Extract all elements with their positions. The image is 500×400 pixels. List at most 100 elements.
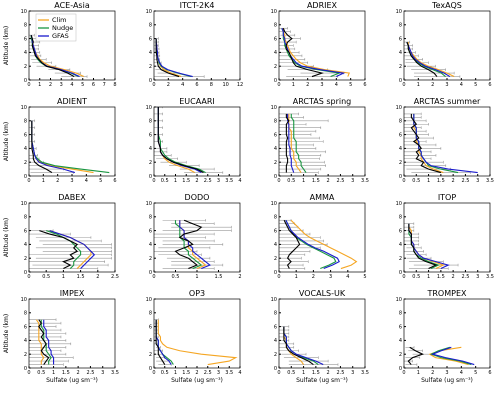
- series-lines: [283, 326, 324, 366]
- x-tick-label: 4: [335, 82, 338, 88]
- x-tick-label: 2: [431, 370, 434, 376]
- series-line-obs: [282, 28, 324, 78]
- x-tick-label: 3: [351, 178, 354, 184]
- y-tick-label: 0: [149, 174, 152, 180]
- series-line-obs: [30, 34, 75, 78]
- y-tick-label: 6: [149, 228, 152, 234]
- x-tick-label: 1: [295, 274, 298, 280]
- y-tick-label: 4: [149, 146, 152, 152]
- x-tick-label: 4: [181, 82, 184, 88]
- panel-amma: AMMA 0 1 2 3 4 5 0 2 4 6 8 10: [271, 193, 367, 280]
- x-tick-label: 2.5: [461, 274, 469, 280]
- x-tick-label: 3: [476, 178, 479, 184]
- panel-title: AMMA: [310, 193, 335, 202]
- y-tick-label: 2: [274, 64, 277, 70]
- series-line-clim: [31, 120, 94, 174]
- x-tick-label: 0.5: [172, 274, 180, 280]
- y-tick-label: 6: [24, 228, 27, 234]
- legend-item-gfas: GFAS: [38, 32, 69, 40]
- x-tick-label: 1.5: [182, 178, 190, 184]
- x-axis-label: Sulfate (ug sm⁻³): [421, 377, 473, 384]
- x-tick-label: 2: [238, 274, 241, 280]
- x-tick-label: 1: [195, 274, 198, 280]
- panel-title: IMPEX: [60, 289, 85, 298]
- y-tick-label: 4: [274, 338, 277, 344]
- x-tick-label: 3: [217, 178, 220, 184]
- series-line-obs: [39, 230, 79, 270]
- y-tick-label: 0: [149, 366, 152, 372]
- panel-title: ACE-Asia: [54, 1, 90, 10]
- series-lines: [283, 219, 358, 270]
- x-tick-label: 1: [62, 274, 65, 280]
- series-line-gfas: [406, 41, 451, 78]
- x-tick-label: 3: [60, 82, 63, 88]
- legend-label: GFAS: [52, 32, 69, 40]
- x-tick-label: 1: [417, 370, 420, 376]
- y-tick-label: 6: [24, 132, 27, 138]
- series-lines: [155, 38, 193, 78]
- x-tick-label: 12: [237, 82, 243, 88]
- y-axis-label: Altitude (km): [3, 314, 10, 353]
- x-tick-label: 1: [417, 82, 420, 88]
- y-tick-label: 4: [24, 242, 27, 248]
- x-tick-label: 7: [103, 82, 106, 88]
- series-line-nudge: [290, 113, 307, 173]
- y-tick-label: 8: [149, 311, 152, 317]
- x-tick-label: 1.5: [312, 370, 320, 376]
- y-tick-label: 0: [399, 174, 402, 180]
- series-line-obs: [410, 113, 442, 174]
- panel-title: TexAQS: [431, 1, 462, 10]
- panel-title: TROMPEX: [426, 289, 467, 298]
- y-tick-label: 0: [149, 78, 152, 84]
- series-line-obs: [155, 38, 180, 78]
- x-tick-label: 2.5: [111, 274, 119, 280]
- x-tick-label: 5: [474, 370, 477, 376]
- x-tick-label: 2: [195, 178, 198, 184]
- x-tick-label: 8: [210, 82, 213, 88]
- y-tick-label: 10: [271, 9, 277, 15]
- x-tick-label: 4: [238, 178, 241, 184]
- y-tick-label: 10: [271, 105, 277, 111]
- plot-frame: [278, 202, 366, 273]
- series-line-obs: [157, 107, 204, 174]
- x-tick-label: 1.5: [215, 274, 223, 280]
- y-tick-label: 0: [24, 270, 27, 276]
- legend-item-clim: Clim: [38, 16, 66, 24]
- x-tick-label: 0.5: [412, 178, 420, 184]
- x-tick-label: 0: [152, 82, 155, 88]
- panel-adriex: ADRIEX 0 1 2 3 4 5 6 0 2 4 6 8 10: [271, 1, 367, 88]
- x-tick-label: 3: [217, 370, 220, 376]
- y-tick-label: 0: [399, 270, 402, 276]
- series-line-nudge: [157, 107, 206, 174]
- y-axis-label: Altitude (km): [3, 122, 10, 161]
- series-line-gfas: [285, 220, 340, 270]
- x-tick-label: 3.5: [111, 370, 119, 376]
- series-lines: [410, 113, 478, 174]
- y-tick-label: 2: [24, 64, 27, 70]
- series-line-gfas: [179, 220, 211, 270]
- x-tick-label: 3.5: [486, 178, 494, 184]
- y-tick-label: 4: [24, 146, 27, 152]
- y-tick-label: 8: [24, 119, 27, 125]
- x-tick-label: 3: [329, 274, 332, 280]
- x-tick-label: 1: [52, 370, 55, 376]
- y-tick-label: 10: [146, 297, 152, 303]
- y-tick-label: 4: [24, 50, 27, 56]
- y-tick-label: 0: [274, 78, 277, 84]
- series-line-nudge: [31, 120, 110, 174]
- panel-eucaari: EUCAARI 0 0.5 1 1.5 2 2.5 3 3.5 4 0 2 4 6 8 10: [146, 97, 242, 184]
- x-axis-label: Sulfate (ug sm⁻³): [171, 377, 223, 384]
- x-tick-label: 3: [445, 82, 448, 88]
- y-tick-label: 6: [274, 132, 277, 138]
- y-axis-label: Altitude (km): [3, 26, 10, 65]
- x-tick-label: 1: [38, 82, 41, 88]
- y-tick-label: 0: [24, 174, 27, 180]
- x-tick-label: 0: [277, 370, 280, 376]
- errorbars: [154, 107, 224, 174]
- x-tick-label: 3.5: [225, 178, 233, 184]
- x-tick-label: 1: [427, 178, 430, 184]
- y-tick-label: 4: [274, 146, 277, 152]
- x-tick-label: 3.5: [361, 178, 369, 184]
- x-tick-label: 6: [363, 82, 366, 88]
- panel-vocals-uk: VOCALS-UK 0 0.5 1 1.5 2 2.5 3 3.5 0 2 4 6 8 10 Sulfate …: [271, 289, 369, 384]
